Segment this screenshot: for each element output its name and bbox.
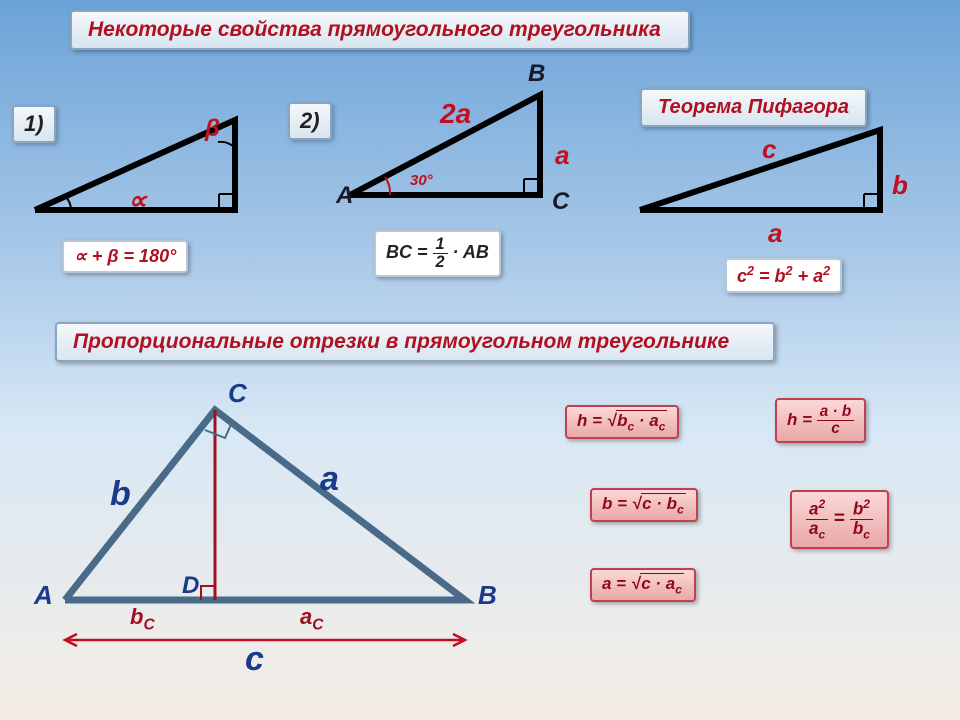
big-triangle bbox=[45, 400, 495, 660]
tri2-a: a bbox=[555, 140, 569, 171]
formula-a: a = c · ac bbox=[590, 568, 696, 602]
title-proportional-text: Пропорциональные отрезки в прямоугольном… bbox=[73, 330, 729, 353]
formula-ratio: a2ac = b2bc bbox=[790, 490, 889, 549]
formula-b-text: b = c · bc bbox=[602, 494, 686, 513]
tri2-30: 30° bbox=[410, 172, 433, 189]
big-c: c bbox=[245, 640, 264, 679]
formula-b: b = c · bc bbox=[590, 488, 698, 522]
title-pythagoras-text: Теорема Пифагора bbox=[658, 96, 849, 118]
tri1-formula: ∝ + β = 180° bbox=[62, 240, 188, 273]
big-a: a bbox=[320, 460, 339, 499]
big-b: b bbox=[110, 475, 131, 514]
tri3-b: b bbox=[892, 170, 908, 201]
big-bc: bC bbox=[130, 604, 155, 634]
tri2-B: B bbox=[528, 60, 545, 88]
title-main-text: Некоторые свойства прямоугольного треуго… bbox=[88, 18, 661, 41]
formula-h2: h = a · bc bbox=[775, 398, 866, 443]
tri3-a: a bbox=[768, 218, 782, 249]
tri1-alpha: ∝ bbox=[128, 185, 147, 216]
tri2-C: C bbox=[552, 188, 569, 216]
formula-h2-text: h = a · bc bbox=[787, 410, 854, 429]
formula-ratio-text: a2ac = b2bc bbox=[806, 508, 873, 529]
title-proportional: Пропорциональные отрезки в прямоугольном… bbox=[55, 322, 775, 362]
big-C: C bbox=[228, 378, 247, 409]
title-main: Некоторые свойства прямоугольного треуго… bbox=[70, 10, 690, 50]
tri3-c: c bbox=[762, 134, 776, 165]
tri3-formula-text: c2 = b2 + a2 bbox=[737, 266, 830, 286]
tri2-formula: BC = 12 · AB bbox=[374, 230, 501, 277]
formula-h1: h = bc · ac bbox=[565, 405, 679, 439]
tri2-formula-text: BC = 12 · AB bbox=[386, 242, 489, 262]
tri1-beta: β bbox=[205, 115, 220, 143]
formula-h1-text: h = bc · ac bbox=[577, 411, 667, 430]
title-pythagoras: Теорема Пифагора bbox=[640, 88, 867, 127]
formula-a-text: a = c · ac bbox=[602, 574, 684, 593]
tri3-formula: c2 = b2 + a2 bbox=[725, 258, 842, 293]
big-A: A bbox=[34, 580, 53, 611]
tri1-formula-text: ∝ + β = 180° bbox=[74, 246, 176, 266]
tri2-hyp: 2a bbox=[440, 98, 471, 130]
big-B: B bbox=[478, 580, 497, 611]
big-D: D bbox=[182, 572, 199, 600]
big-ac: aC bbox=[300, 604, 323, 634]
tri2-A: A bbox=[336, 182, 353, 210]
num-2: 2) bbox=[288, 102, 332, 140]
